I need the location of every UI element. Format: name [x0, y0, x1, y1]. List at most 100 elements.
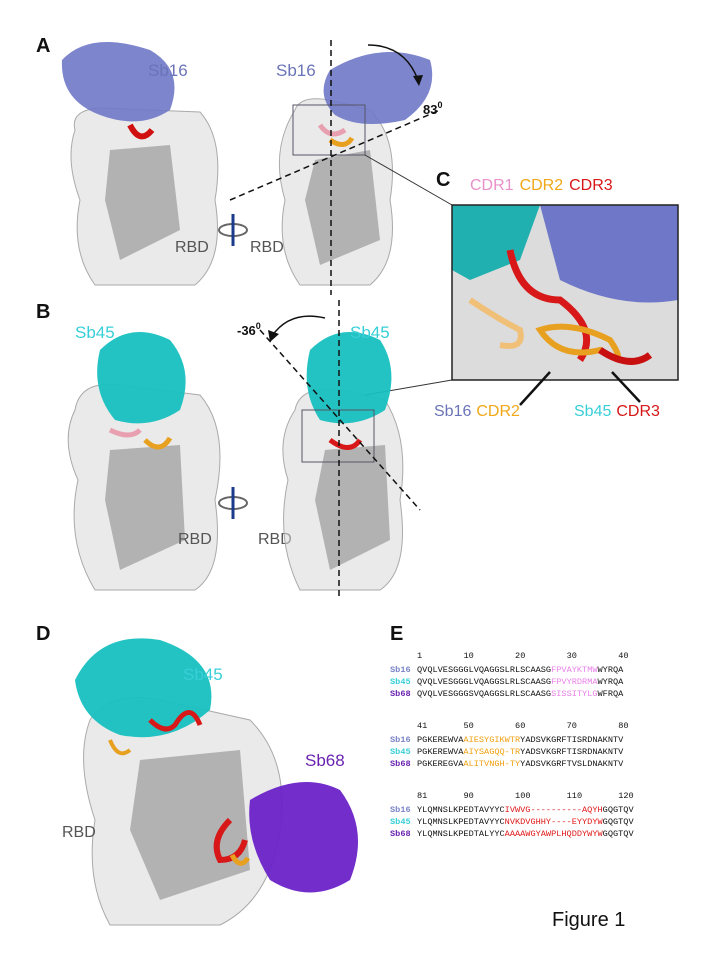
angle-superscript: 0: [437, 100, 442, 110]
framework-segment: QVQLVESGGGLVQAGGSLRLSCAASG: [417, 665, 551, 675]
rbd-label: RBD: [175, 239, 209, 256]
sequence: YLQMNSLKPEDTALYYCAAAAWGYAWPLHQDDYWYWGQGT…: [417, 829, 634, 839]
angle-value: -36: [237, 323, 256, 338]
framework-segment: QVQLVESGGGLVQAGGSLRLSCAASG: [417, 677, 551, 687]
nanobody-label: Sb45: [350, 323, 390, 342]
angle-value: 83: [423, 102, 437, 117]
sequence-name: Sb45: [390, 747, 411, 757]
rbd-label: RBD: [178, 531, 212, 548]
position-number: 50: [463, 721, 473, 731]
sequence: YLQMNSLKPEDTAVYYCNVKDVGHHY----EYYDYWGQGT…: [417, 817, 634, 827]
callout: Sb16 CDR2: [434, 403, 520, 420]
panel-label: C: [436, 169, 450, 191]
sequence: PGKEREWVAAIYSAGQQ-TRYADSVKGRFTISRDNAKNTV: [417, 747, 624, 757]
cdr-segment: AIYSAGQQ-TR: [463, 747, 520, 757]
framework-segment: YADSVKGRFTISRDNAKNTV: [520, 747, 624, 757]
sequence: YLQMNSLKPEDTAVYYCIVWVG----------AQYHGQGT…: [417, 805, 634, 815]
sequence-name: Sb45: [390, 817, 411, 827]
panel-label: A: [36, 35, 50, 57]
framework-segment: GQGTQV: [603, 829, 635, 839]
position-number: 80: [618, 721, 628, 731]
sequence-name: Sb45: [390, 677, 411, 687]
panel-label: D: [36, 623, 50, 645]
framework-segment: YLQMNSLKPEDTAVYYC: [417, 805, 505, 815]
sequence: PGKEREWVAAIESYGIKWTRYADSVKGRFTISRDNAKNTV: [417, 735, 624, 745]
panel-label: E: [390, 623, 403, 645]
position-number: 100: [515, 791, 530, 801]
position-number: 40: [618, 651, 628, 661]
structure-d: [75, 638, 358, 926]
position-number: 41: [417, 721, 427, 731]
sequence: QVQLVESGGGLVQAGGSLRLSCAASGFPVAYKTMWWYRQA: [417, 665, 624, 675]
rbd-label: RBD: [258, 531, 292, 548]
rotation-icon: [218, 487, 248, 519]
panel-label: B: [36, 301, 50, 323]
framework-segment: PGKEREGVA: [417, 759, 464, 769]
cdr-segment: AIESYGIKWTR: [463, 735, 520, 745]
cdr-segment: AAAAWGYAWPLHQDDYWYW: [505, 829, 604, 839]
position-number: 30: [567, 651, 577, 661]
nanobody-label: Sb16: [276, 61, 316, 80]
nanobody-label: Sb45: [183, 665, 223, 684]
nanobody-label: Sb68: [305, 751, 345, 770]
callout: Sb45 CDR3: [574, 403, 660, 420]
rotation-icon: [218, 214, 248, 246]
sequence-name: Sb16: [390, 665, 411, 675]
framework-segment: PGKEREWVA: [417, 747, 464, 757]
structure-b-right: [259, 300, 421, 600]
position-number: 110: [567, 791, 582, 801]
framework-segment: QVQLVESGGGSVQAGGSLRLSCAASG: [417, 689, 551, 699]
angle-superscript: 0: [256, 321, 261, 331]
sequence: QVQLVESGGGLVQAGGSLRLSCAASGFPVYRDRMAWYRQA: [417, 677, 624, 687]
zoom-panel: [364, 154, 679, 406]
framework-segment: GQGTQV: [603, 805, 635, 815]
position-number: 70: [567, 721, 577, 731]
framework-segment: YADSVKGRFTISRDNAKNTV: [520, 735, 624, 745]
framework-segment: YADSVKGRFTVSLDNAKNTV: [520, 759, 624, 769]
nanobody-label: Sb16: [148, 61, 188, 80]
framework-segment: YLQMNSLKPEDTALYYC: [417, 829, 505, 839]
cdr-segment: IVWVG----------AQYH: [505, 805, 603, 815]
callout-region: CDR2: [476, 403, 520, 420]
angle-label: -360: [237, 321, 261, 338]
structure-a-left: [61, 42, 219, 286]
position-number: 120: [618, 791, 633, 801]
callout-name: Sb16: [434, 403, 471, 420]
figure-caption: Figure 1: [552, 909, 625, 931]
cdr-segment: FPVAYKTMW: [551, 665, 598, 675]
cdr-legend: CDR1 CDR2 CDR3: [470, 177, 613, 194]
structure-b-left: [67, 332, 221, 591]
framework-segment: WYRQA: [598, 677, 625, 687]
rbd-label: RBD: [62, 824, 96, 841]
nanobody-label: Sb45: [75, 323, 115, 342]
sequence-name: Sb68: [390, 829, 411, 839]
sequence: QVQLVESGGGSVQAGGSLRLSCAASGSISSITYLGWFRQA: [417, 689, 624, 699]
structure-a-right: [229, 40, 441, 295]
callout-name: Sb45: [574, 403, 611, 420]
cdr2: CDR2: [520, 177, 564, 194]
sequence-name: Sb68: [390, 759, 411, 769]
position-number: 1: [417, 651, 422, 661]
sequence-name: Sb16: [390, 735, 411, 745]
framework-segment: PGKEREWVA: [417, 735, 464, 745]
position-number: 20: [515, 651, 525, 661]
position-number: 81: [417, 791, 427, 801]
cdr3: CDR3: [569, 177, 613, 194]
sequence-name: Sb68: [390, 689, 411, 699]
cdr-segment: FPVYRDRMA: [551, 677, 598, 687]
cdr-segment: SISSITYLG: [551, 689, 597, 699]
position-number: 90: [463, 791, 473, 801]
angle-label: 830: [423, 100, 442, 117]
rbd-label: RBD: [250, 239, 284, 256]
cdr1: CDR1: [470, 177, 514, 194]
framework-segment: GQGTQV: [603, 817, 635, 827]
sequence: PGKEREGVAALITVNGH-TYYADSVKGRFTVSLDNAKNTV: [417, 759, 624, 769]
sequence-name: Sb16: [390, 805, 411, 815]
callout-region: CDR3: [616, 403, 660, 420]
cdr-segment: NVKDVGHHY----EYYDYW: [505, 817, 604, 827]
cdr-segment: ALITVNGH-TY: [463, 759, 520, 769]
framework-segment: YLQMNSLKPEDTAVYYC: [417, 817, 505, 827]
position-number: 10: [463, 651, 473, 661]
